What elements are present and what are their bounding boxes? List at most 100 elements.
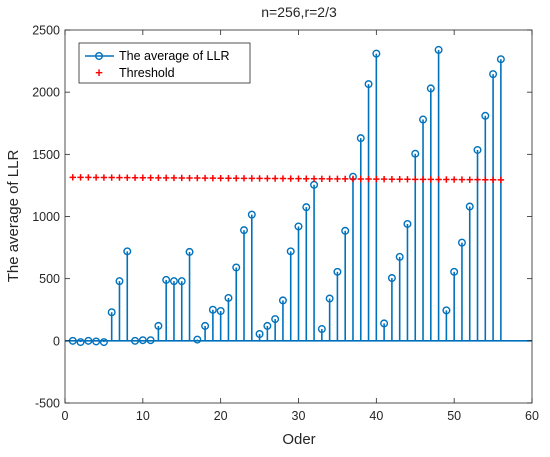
threshold-marker (388, 175, 396, 183)
stem-marker (286, 247, 295, 256)
threshold-marker (318, 175, 326, 182)
stem-marker (271, 315, 280, 324)
threshold-marker (310, 175, 318, 182)
threshold-marker (404, 176, 411, 183)
stem-marker (193, 335, 202, 344)
x-tick-label: 30 (292, 409, 306, 423)
stem-marker (356, 134, 365, 143)
threshold-marker (373, 175, 380, 183)
threshold-marker (240, 175, 248, 182)
stem-marker (263, 321, 272, 330)
threshold-marker (334, 175, 341, 183)
threshold-marker (155, 174, 162, 182)
stem-marker (481, 111, 490, 120)
threshold-marker (256, 175, 263, 182)
threshold-marker (326, 175, 333, 183)
y-tick-label: 1500 (32, 148, 60, 162)
stem-marker (325, 294, 334, 303)
threshold-marker (489, 176, 497, 183)
x-tick-label: 10 (136, 409, 150, 423)
stem-marker (302, 203, 311, 212)
stem-marker (294, 222, 303, 231)
stem-marker (154, 321, 163, 330)
chart-title: n=256,r=2/3 (261, 4, 337, 20)
threshold-marker (419, 176, 427, 183)
threshold-marker (131, 174, 139, 181)
stem-marker (450, 267, 459, 276)
stem-marker (465, 202, 474, 211)
threshold-marker (139, 174, 147, 181)
threshold-marker (116, 174, 123, 181)
stem-marker (247, 210, 256, 219)
x-tick-label: 0 (62, 409, 69, 423)
threshold-marker (170, 174, 178, 182)
threshold-marker (85, 174, 92, 181)
threshold-marker (365, 175, 372, 183)
threshold-marker (217, 174, 224, 182)
threshold-marker (482, 176, 489, 183)
stem-marker (317, 325, 326, 334)
stem-marker (380, 319, 389, 328)
threshold-marker (497, 176, 505, 184)
stem-marker (177, 277, 186, 286)
threshold-marker (186, 174, 193, 182)
threshold-marker (466, 176, 473, 183)
stem-marker (84, 336, 93, 345)
stem-marker (131, 336, 140, 345)
legend-circle-marker-icon (94, 52, 103, 61)
stem-marker (115, 277, 124, 286)
stem-marker (457, 238, 466, 247)
threshold-marker (435, 176, 442, 183)
legend-box (78, 42, 251, 84)
y-tick-label: -500 (35, 397, 60, 411)
stem-marker (224, 293, 233, 302)
threshold-marker (349, 175, 357, 183)
stem-marker (278, 296, 287, 305)
plot-area (65, 30, 532, 403)
threshold-marker (100, 174, 108, 181)
threshold-marker (357, 175, 364, 183)
stem-marker (333, 267, 342, 276)
stem-marker (208, 305, 217, 314)
threshold-marker (450, 176, 458, 183)
stem-marker (169, 277, 178, 286)
stem-marker (162, 275, 171, 284)
stem-marker (442, 306, 451, 315)
threshold-marker (271, 175, 279, 182)
x-axis-title: Oder (282, 431, 315, 448)
stem-marker (473, 145, 482, 154)
threshold-marker (295, 175, 302, 182)
threshold-marker (458, 176, 466, 183)
threshold-marker (279, 175, 287, 182)
stem-marker (76, 338, 85, 347)
threshold-marker (427, 176, 435, 183)
plot-background (65, 30, 532, 403)
y-tick-label: 0 (53, 334, 60, 348)
x-tick-label: 60 (525, 409, 539, 423)
threshold-marker (396, 176, 403, 183)
threshold-marker (147, 174, 154, 181)
legend-label-threshold: Threshold (119, 66, 175, 80)
threshold-marker (209, 174, 217, 182)
stem-marker (216, 306, 225, 315)
stem-marker (255, 329, 264, 338)
stem-marker (434, 45, 443, 54)
stem-marker (489, 70, 498, 79)
threshold-marker (303, 175, 310, 182)
threshold-marker (342, 175, 349, 183)
stem-marker (240, 226, 249, 235)
threshold-marker (194, 174, 201, 182)
threshold-marker (380, 175, 388, 183)
legend: The average of LLR + Threshold (78, 42, 251, 84)
threshold-marker (412, 176, 419, 183)
threshold-marker (162, 174, 170, 182)
x-tick-label: 40 (369, 409, 383, 423)
legend-label-llr: The average of LLR (119, 49, 230, 63)
threshold-marker (474, 176, 481, 183)
x-tick-label: 20 (214, 409, 228, 423)
stem-marker (138, 336, 147, 345)
threshold-marker (69, 174, 76, 181)
stem-marker (372, 49, 381, 58)
